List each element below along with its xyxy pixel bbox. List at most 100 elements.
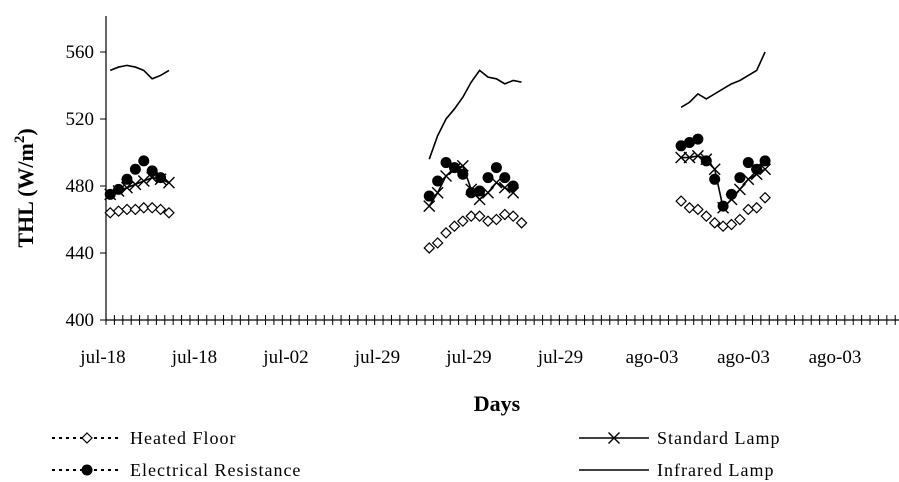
standard-lamp-point <box>482 186 495 199</box>
y-tick-label: 400 <box>66 310 95 331</box>
standard-lamp-point <box>750 168 763 181</box>
electrical-resistance-point <box>742 157 754 169</box>
legend: Heated Floor Electrical Resistance Standar… <box>52 428 780 480</box>
electrical-resistance-point <box>440 157 452 169</box>
legend-label: Infrared Lamp <box>657 460 774 480</box>
electrical-resistance-point <box>482 172 494 184</box>
heated-floor-point <box>708 217 721 229</box>
y-tick-label: 440 <box>66 243 95 264</box>
legend-label: Electrical Resistance <box>130 460 301 480</box>
x-tick-label: ago-03 <box>626 347 679 368</box>
standard-lamp-point <box>112 185 125 198</box>
heated-floor-point <box>121 203 133 216</box>
electrical-resistance-point <box>138 155 150 167</box>
heated-floor-point <box>742 203 755 216</box>
x-tick-label: ago-03 <box>809 347 862 368</box>
standard-lamp-point <box>431 186 444 199</box>
x-tick-label: jul-18 <box>79 347 125 368</box>
heated-floor-point <box>456 215 469 228</box>
heated-floor-point <box>490 213 503 226</box>
heated-floor-point <box>431 237 444 249</box>
electrical-resistance-point <box>474 185 486 197</box>
legend-label: Heated Floor <box>130 428 236 448</box>
heated-floor-point <box>137 201 150 214</box>
x-tick-label: ago-03 <box>717 347 770 368</box>
heated-floor-point <box>498 208 511 221</box>
legend-item-infrared-lamp: Infrared Lamp <box>579 460 774 480</box>
heated-floor-point <box>700 210 713 222</box>
heated-floor-point <box>683 201 696 214</box>
legend-marker <box>81 464 93 476</box>
heated-floor-point <box>440 227 452 239</box>
y-axis-title: THL (W/m2) <box>12 128 38 247</box>
heated-floor-point <box>448 220 461 233</box>
x-tick-label: jul-02 <box>262 347 308 368</box>
x-tick-label: jul-29 <box>354 347 400 368</box>
electrical-resistance-point <box>129 163 141 175</box>
standard-lamp-point <box>162 176 175 189</box>
standard-lamp-point <box>708 163 721 176</box>
electrical-resistance-point <box>759 155 771 167</box>
x-axis-title: Days <box>474 391 521 416</box>
heated-floor-point <box>104 206 117 219</box>
standard-lamp-point <box>104 188 117 201</box>
standard-lamp-point <box>465 183 478 196</box>
standard-lamp-point <box>675 151 688 164</box>
standard-lamp-point <box>725 193 738 206</box>
standard-lamp-point <box>129 178 142 191</box>
standard-lamp-point <box>490 176 503 189</box>
standard-lamp-point <box>733 183 746 196</box>
heated-floor-point <box>465 210 478 222</box>
electrical-resistance-point <box>734 172 746 184</box>
electrical-resistance-point <box>465 187 477 199</box>
legend-item-heated-floor: Heated Floor <box>52 428 236 448</box>
electrical-resistance-point <box>499 172 511 184</box>
standard-lamp-point <box>473 193 486 206</box>
legend-label: Standard Lamp <box>657 428 780 448</box>
heated-floor-point <box>675 195 687 207</box>
standard-lamp-point <box>440 169 453 182</box>
heated-floor-point <box>725 218 738 231</box>
standard-lamp-point <box>137 174 150 187</box>
standard-lamp-point <box>154 173 167 186</box>
standard-lamp-point <box>742 173 755 186</box>
x-tick-label: jul-29 <box>537 347 583 368</box>
heated-floor-point <box>473 210 486 222</box>
legend-marker <box>81 432 93 444</box>
standard-lamp-point <box>120 181 133 194</box>
heated-floor-point <box>759 191 771 204</box>
heated-floor-point <box>112 205 125 217</box>
heated-floor-point <box>163 206 175 219</box>
heated-floor-point <box>146 201 159 214</box>
standard-lamp-point <box>456 159 469 172</box>
heated-floor-point <box>482 215 494 228</box>
infrared-lamp-line <box>109 64 170 80</box>
electrical-resistance-point <box>448 162 460 174</box>
electrical-resistance-point <box>432 175 444 187</box>
infrared-lamp-line <box>680 51 766 108</box>
x-tick-label: jul-29 <box>445 347 491 368</box>
heated-floor-point <box>507 210 520 222</box>
electrical-resistance-point <box>121 173 133 185</box>
y-tick-label: 560 <box>66 42 95 63</box>
heated-floor-point <box>423 242 436 254</box>
electrical-resistance-point <box>490 162 502 174</box>
electrical-resistance-point <box>684 136 696 148</box>
infrared-lamp-line <box>428 69 522 160</box>
standard-lamp-point <box>498 181 511 194</box>
standard-lamp-point <box>759 163 772 176</box>
x-tick-label: jul-18 <box>171 347 217 368</box>
electrical-resistance-point <box>507 180 519 192</box>
heated-floor-point <box>129 203 142 216</box>
heated-floor-point <box>154 203 167 216</box>
standard-lamp-point <box>507 186 520 199</box>
y-tick-label: 520 <box>66 109 95 130</box>
electrical-resistance-point <box>675 140 687 152</box>
heated-floor-point <box>692 203 704 216</box>
heated-floor-point <box>515 217 528 229</box>
electrical-resistance-point <box>146 165 158 177</box>
standard-lamp-point <box>691 149 704 162</box>
standard-lamp-point <box>448 163 461 176</box>
electrical-resistance-point <box>709 173 721 185</box>
